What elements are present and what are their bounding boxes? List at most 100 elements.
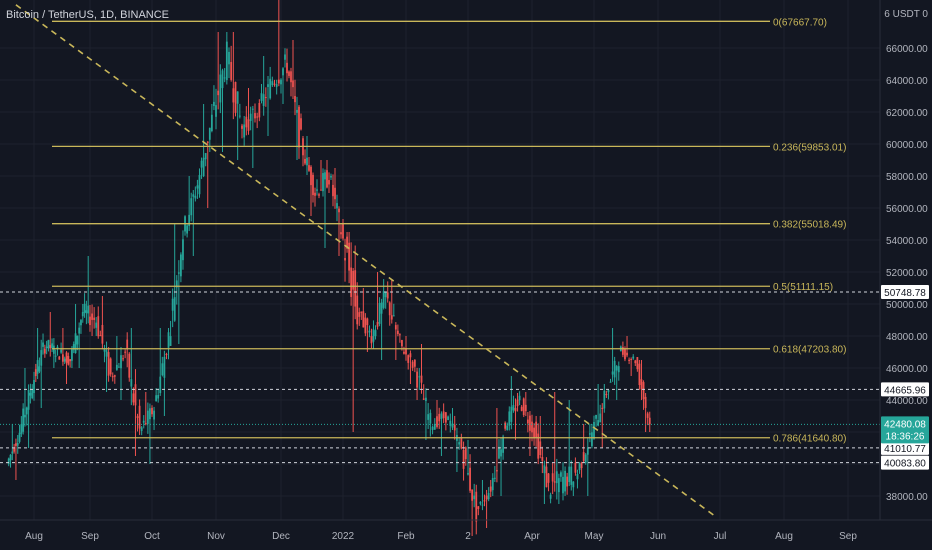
last-price-text: 42480.08 <box>884 419 926 430</box>
candle-body <box>18 432 21 442</box>
horizontal-line-price-text: 50748.78 <box>884 288 926 299</box>
candle-body <box>157 394 160 399</box>
candle-body <box>54 355 57 357</box>
candle-body <box>138 405 141 429</box>
candle-body <box>422 398 425 400</box>
candle-body <box>630 358 633 361</box>
candle-body <box>433 423 436 430</box>
candle-body <box>149 408 151 420</box>
candle-body <box>16 442 19 446</box>
last-price-tag <box>881 416 929 444</box>
candle-body <box>390 315 393 320</box>
candle-body <box>427 414 430 420</box>
candle-body <box>471 489 474 501</box>
candle-body <box>225 41 228 81</box>
candle-body <box>374 330 377 337</box>
candle-body <box>508 411 511 426</box>
fib-retracement[interactable]: 0(67667.70) 0.236(59853.01) 0.382(55018.49… <box>52 17 846 445</box>
candle-body <box>380 302 383 314</box>
candle-body <box>103 348 106 352</box>
candle-body <box>506 425 509 431</box>
candle-body <box>78 327 81 334</box>
y-tick-label: 56000.00 <box>886 204 928 215</box>
candle-body <box>292 80 294 88</box>
candle-body <box>258 103 261 118</box>
candle-body <box>326 170 328 188</box>
fib-level-label: 0.786(41640.80) <box>773 434 846 445</box>
candle-body <box>634 360 637 364</box>
candle-body <box>165 353 168 356</box>
candle-body <box>97 316 100 337</box>
candle-body <box>458 442 461 445</box>
candle-body <box>271 81 274 86</box>
x-tick-label: Aug <box>775 531 793 542</box>
candle-body <box>588 433 591 435</box>
candle-body <box>595 414 597 419</box>
candle-body <box>175 280 178 288</box>
candle-body <box>51 343 53 349</box>
candle-body <box>609 381 612 383</box>
time-axis[interactable]: Aug Sep Oct Nov Dec 2022 Feb 2 Apr May Jun Jul Aug Se… <box>25 531 857 542</box>
candle-body <box>254 113 256 119</box>
candle-body <box>514 407 517 412</box>
y-tick-label: 64000.00 <box>886 76 928 87</box>
candle-body <box>228 51 230 65</box>
candle-body <box>537 433 540 459</box>
candle-body <box>392 315 395 317</box>
candle-body <box>273 83 276 85</box>
candle-body <box>531 421 533 433</box>
candle-body <box>120 355 122 369</box>
horizontal-line-price-tag <box>881 455 929 470</box>
y-tick-label: 48000.00 <box>886 332 928 343</box>
candle-body <box>122 358 124 360</box>
candle-body <box>204 153 207 160</box>
candle-body <box>584 454 587 463</box>
candle-body <box>290 71 292 83</box>
candle-body <box>489 486 492 492</box>
candle-body <box>451 423 454 428</box>
candle-body <box>551 473 554 482</box>
candle-body <box>275 84 278 87</box>
candle-body <box>144 423 147 425</box>
candle-body <box>93 317 96 320</box>
candle-body <box>215 105 217 117</box>
candle-body <box>338 208 340 213</box>
candle-body <box>429 412 432 424</box>
candle-body <box>407 355 410 363</box>
candle-body <box>76 335 79 345</box>
candle-body <box>473 495 476 500</box>
candle-body <box>332 184 334 197</box>
candle-body <box>190 198 193 216</box>
candle-body <box>128 353 131 378</box>
candle-body <box>624 348 626 360</box>
candle-body <box>626 352 628 356</box>
candle-body <box>9 454 12 461</box>
bar-countdown-text: 18:36:26 <box>886 431 925 442</box>
candle-body <box>622 347 624 355</box>
y-tick-label: 54000.00 <box>886 236 928 247</box>
trendline[interactable] <box>15 4 715 516</box>
candle-body <box>58 356 61 360</box>
candle-body <box>481 504 484 506</box>
candle-body <box>526 419 529 424</box>
candle-body <box>105 350 108 357</box>
candle-body <box>348 242 350 271</box>
candle-body <box>85 310 88 314</box>
candle-body <box>362 311 365 328</box>
candle-body <box>304 158 306 164</box>
candle-body <box>512 405 515 411</box>
candle-body <box>43 348 46 354</box>
candle-body <box>312 174 314 196</box>
trendline-line[interactable] <box>15 4 715 516</box>
candle-body <box>502 436 504 453</box>
horizontal-lines[interactable] <box>0 291 880 464</box>
candle-body <box>336 203 338 209</box>
candle-body <box>642 382 645 400</box>
candle-body <box>405 348 407 355</box>
candle-body <box>256 116 259 118</box>
candle-body <box>564 470 566 492</box>
candle-body <box>549 494 552 499</box>
y-tick-label: 60000.00 <box>886 140 928 151</box>
